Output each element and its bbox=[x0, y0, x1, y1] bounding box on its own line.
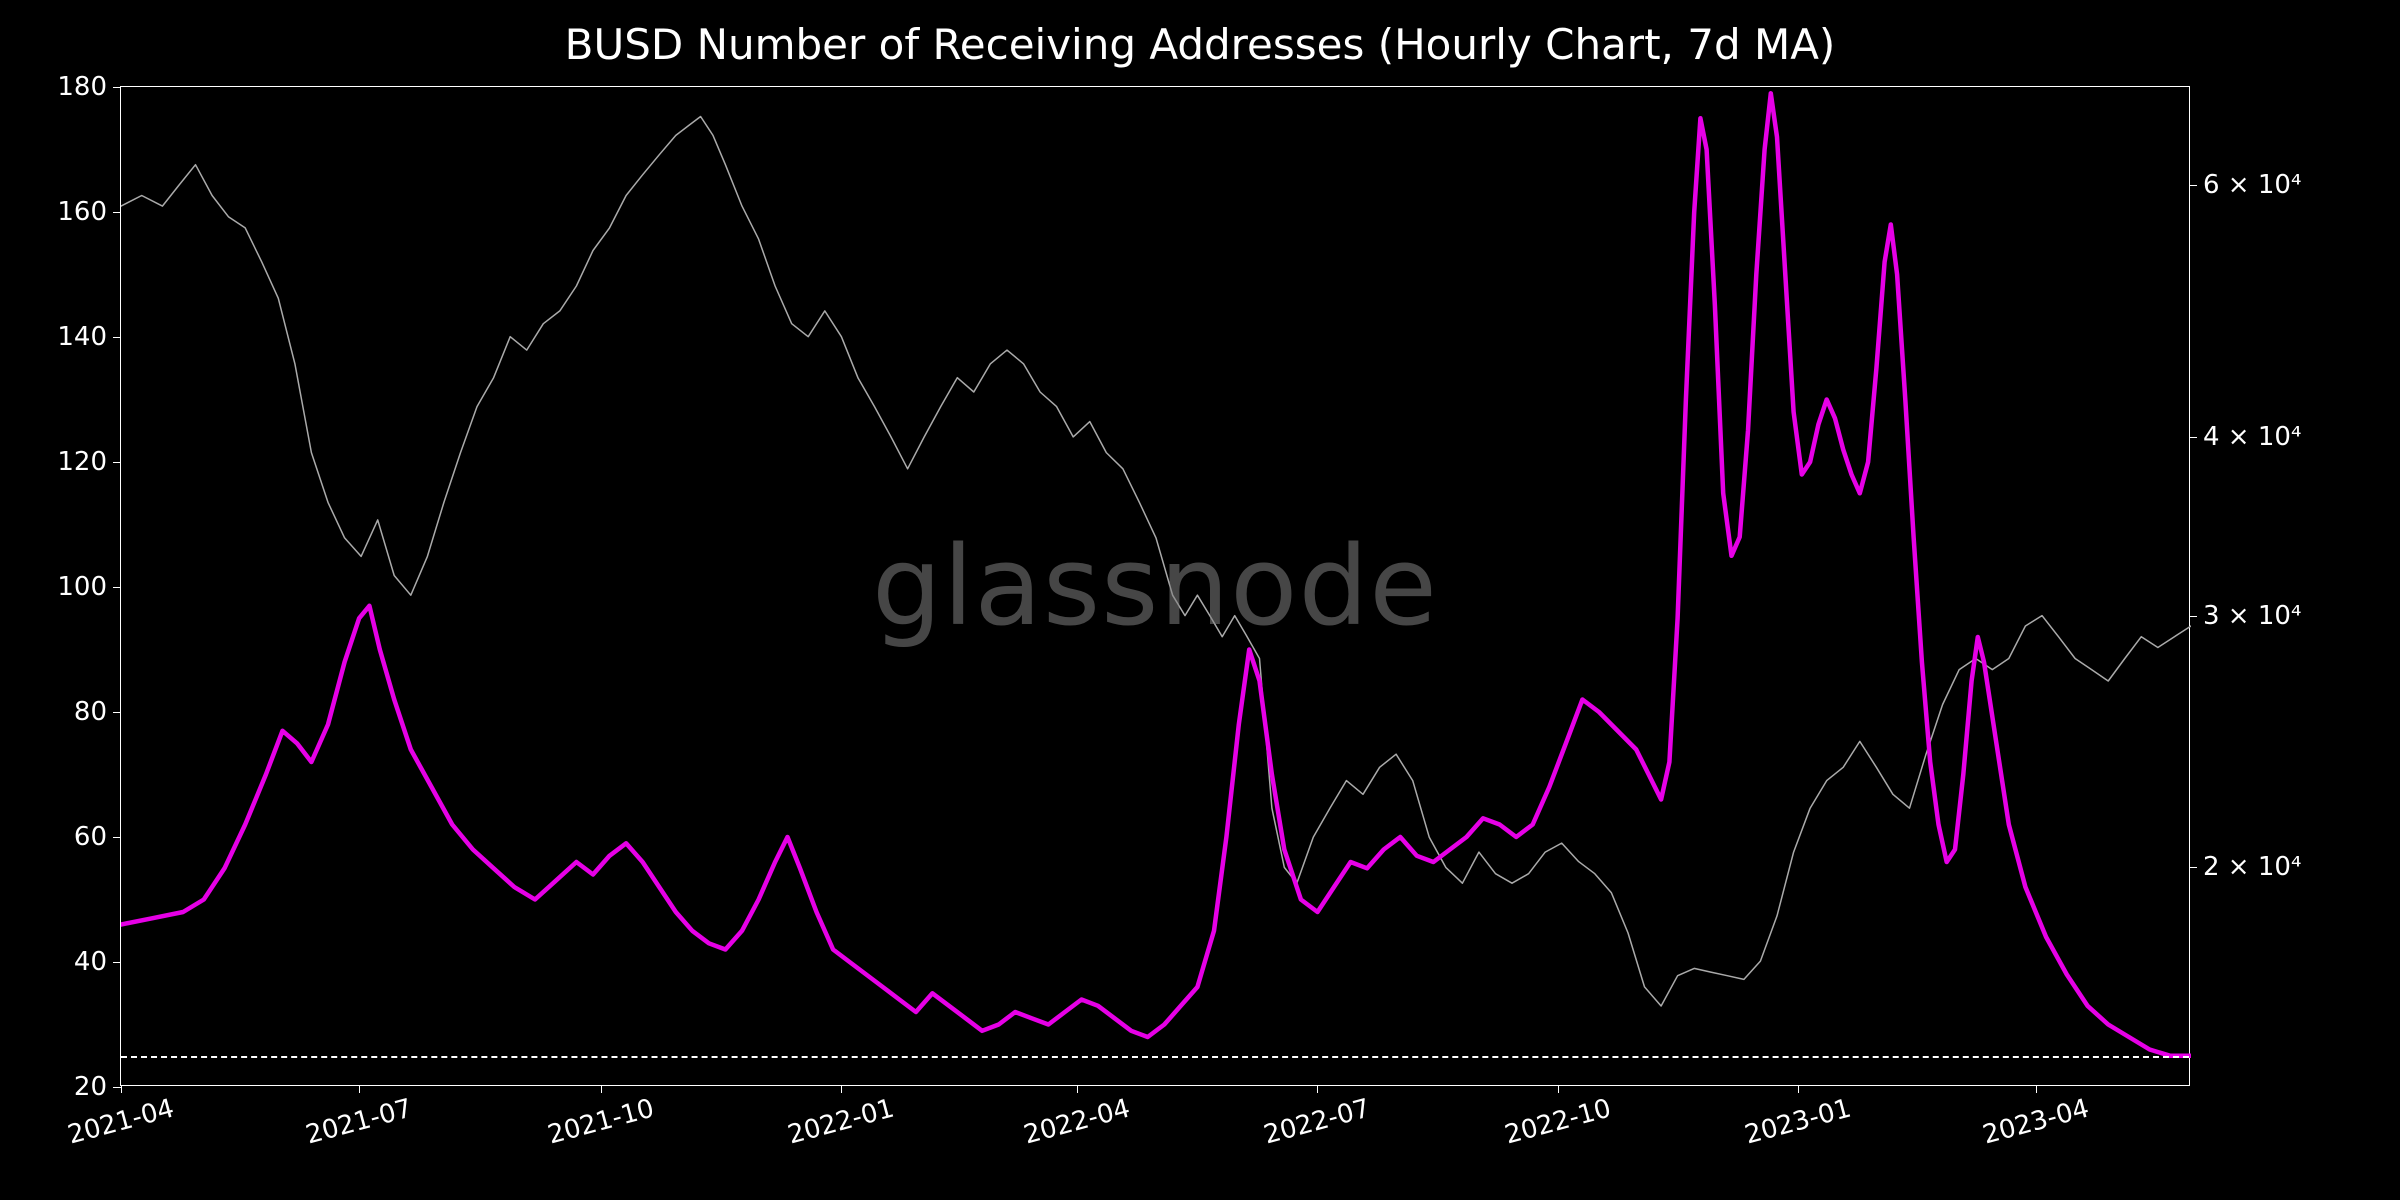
y-left-tick bbox=[113, 962, 121, 963]
y-right-tick-label: 4 × 10⁴ bbox=[2203, 422, 2301, 452]
y-left-tick-label: 120 bbox=[57, 447, 107, 477]
y-right-tick-label: 3 × 10⁴ bbox=[2203, 601, 2301, 631]
y-left-tick bbox=[113, 87, 121, 88]
y-left-tick bbox=[113, 337, 121, 338]
chart-series-line bbox=[121, 93, 2191, 1056]
y-left-tick-label: 160 bbox=[57, 197, 107, 227]
y-left-tick bbox=[113, 712, 121, 713]
y-left-tick bbox=[113, 837, 121, 838]
x-tick-label: 2022-04 bbox=[1021, 1093, 1134, 1150]
chart-container: BUSD Number of Receiving Addresses (Hour… bbox=[0, 0, 2400, 1200]
x-tick-label: 2021-07 bbox=[303, 1093, 416, 1150]
y-left-tick-label: 140 bbox=[57, 322, 107, 352]
chart-svg bbox=[121, 87, 2191, 1087]
y-left-tick-label: 60 bbox=[74, 822, 107, 852]
y-right-tick-label: 6 × 10⁴ bbox=[2203, 170, 2301, 200]
y-right-tick bbox=[2189, 437, 2197, 438]
x-tick-label: 2022-01 bbox=[785, 1093, 898, 1150]
y-left-tick bbox=[113, 587, 121, 588]
y-right-tick-label: 2 × 10⁴ bbox=[2203, 852, 2301, 882]
x-tick-label: 2021-10 bbox=[545, 1093, 658, 1150]
reference-line bbox=[121, 1056, 2189, 1058]
x-tick bbox=[1558, 1085, 1559, 1093]
x-tick bbox=[841, 1085, 842, 1093]
chart-title: BUSD Number of Receiving Addresses (Hour… bbox=[0, 20, 2400, 69]
x-tick bbox=[1798, 1085, 1799, 1093]
y-left-tick-label: 80 bbox=[74, 697, 107, 727]
x-tick bbox=[601, 1085, 602, 1093]
x-tick-label: 2023-01 bbox=[1741, 1093, 1854, 1150]
y-left-tick bbox=[113, 462, 121, 463]
y-left-tick bbox=[113, 1087, 121, 1088]
x-tick-label: 2022-07 bbox=[1261, 1093, 1374, 1150]
y-left-tick-label: 40 bbox=[74, 947, 107, 977]
y-left-tick bbox=[113, 212, 121, 213]
chart-series-line bbox=[121, 117, 2191, 1007]
x-tick bbox=[1317, 1085, 1318, 1093]
x-tick-label: 2022-10 bbox=[1501, 1093, 1614, 1150]
y-left-tick-label: 20 bbox=[74, 1072, 107, 1102]
x-tick bbox=[359, 1085, 360, 1093]
y-left-tick-label: 100 bbox=[57, 572, 107, 602]
x-tick-label: 2023-04 bbox=[1979, 1093, 2092, 1150]
y-right-tick bbox=[2189, 185, 2197, 186]
plot-area: glassnode 204060801001201401601802 × 10⁴… bbox=[120, 86, 2190, 1086]
x-tick bbox=[2036, 1085, 2037, 1093]
y-right-tick bbox=[2189, 616, 2197, 617]
x-tick bbox=[121, 1085, 122, 1093]
x-tick bbox=[1077, 1085, 1078, 1093]
x-tick-label: 2021-04 bbox=[65, 1093, 178, 1150]
y-left-tick-label: 180 bbox=[57, 72, 107, 102]
y-right-tick bbox=[2189, 867, 2197, 868]
